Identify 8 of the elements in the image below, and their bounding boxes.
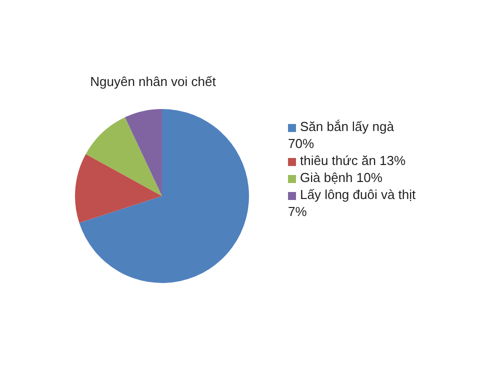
- pie-slice: [124, 109, 162, 196]
- pie-slice: [86, 117, 162, 196]
- pie-slice: [75, 154, 162, 223]
- legend-label: Già bệnh 10%: [300, 170, 382, 185]
- legend-label: thiêu thức ăn 13%: [300, 153, 406, 168]
- chart-title: Nguyên nhân voi chết: [89, 74, 217, 89]
- legend-label: Lấy lông đuôi và thịt 7%: [288, 187, 416, 219]
- pie-slice: [79, 109, 249, 283]
